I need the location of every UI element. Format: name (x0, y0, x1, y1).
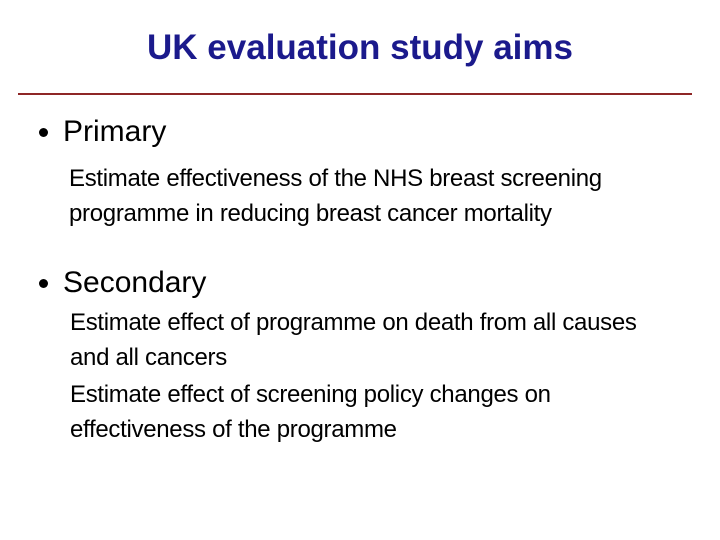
body-text-line: programme in reducing breast cancer mort… (69, 200, 552, 227)
bullet-label-primary: Primary (63, 115, 167, 148)
body-text-line: Estimate effectiveness of the NHS breast… (69, 165, 602, 192)
bullet-item-primary: Primary (39, 114, 166, 150)
bullet-item-secondary: Secondary (39, 265, 206, 301)
bullet-icon (39, 128, 48, 137)
body-text-line: Estimate effect of screening policy chan… (70, 381, 551, 408)
primary-paragraph: Estimate effectiveness of the NHS breast… (69, 161, 602, 231)
body-text-line: Estimate effect of programme on death fr… (70, 309, 637, 336)
bullet-label-secondary: Secondary (63, 266, 207, 299)
title-underline (18, 93, 692, 95)
secondary-paragraph-1: Estimate effect of programme on death fr… (70, 305, 637, 375)
body-text-line: effectiveness of the programme (70, 416, 397, 443)
slide-title: UK evaluation study aims (147, 28, 573, 67)
bullet-icon (39, 279, 48, 288)
secondary-paragraph-2: Estimate effect of screening policy chan… (70, 377, 551, 447)
body-text-line: and all cancers (70, 344, 227, 371)
